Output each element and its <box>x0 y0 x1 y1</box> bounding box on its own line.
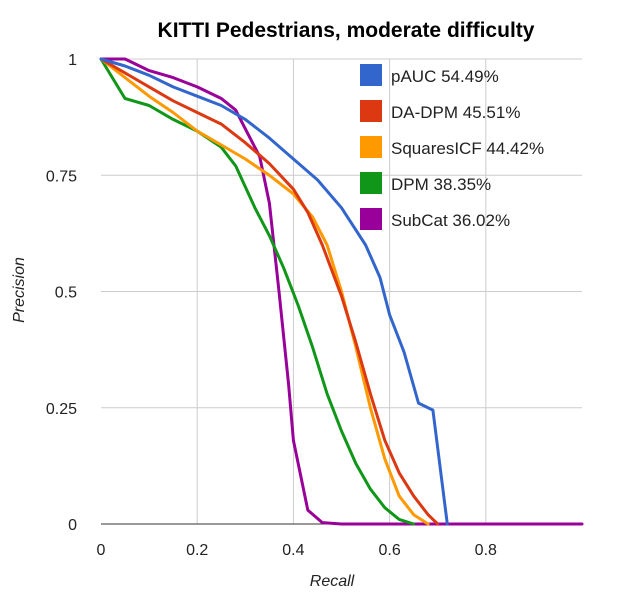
y-tick-label: 0.75 <box>46 168 77 185</box>
x-tick-label: 0.4 <box>282 542 304 559</box>
y-axis-label: Precision <box>11 257 28 323</box>
axis-ticks: 0 0.2 0.4 0.6 0.8 0 0.25 0.5 0.75 1 <box>46 52 497 559</box>
legend-label: DPM 38.35% <box>391 175 491 194</box>
y-tick-label: 0 <box>68 517 77 534</box>
legend-label: pAUC 54.49% <box>391 67 499 86</box>
legend-label: SquaresICF 44.42% <box>391 139 544 158</box>
y-tick-label: 1 <box>68 52 77 69</box>
legend-swatch <box>360 208 382 230</box>
y-tick-label: 0.25 <box>46 401 77 418</box>
series-lines <box>99 57 584 526</box>
legend-label: SubCat 36.02% <box>391 211 510 230</box>
legend-label: DA-DPM 45.51% <box>391 103 520 122</box>
x-tick-label: 0.2 <box>186 542 208 559</box>
x-tick-label: 0.6 <box>378 542 400 559</box>
series-line-da-dpm <box>99 57 440 526</box>
series-line-pauc <box>99 57 449 526</box>
legend-swatch <box>360 172 382 194</box>
chart-title: KITTI Pedestrians, moderate difficulty <box>158 19 535 42</box>
series-line-dpm <box>99 57 416 526</box>
legend-swatch <box>360 64 382 86</box>
legend-swatch <box>360 100 382 122</box>
legend-swatch <box>360 136 382 158</box>
x-tick-label: 0 <box>97 542 106 559</box>
legend: pAUC 54.49% DA-DPM 45.51% SquaresICF 44.42… <box>360 64 544 230</box>
y-tick-label: 0.5 <box>55 285 77 302</box>
x-axis-label: Recall <box>310 573 355 590</box>
x-tick-label: 0.8 <box>475 542 497 559</box>
